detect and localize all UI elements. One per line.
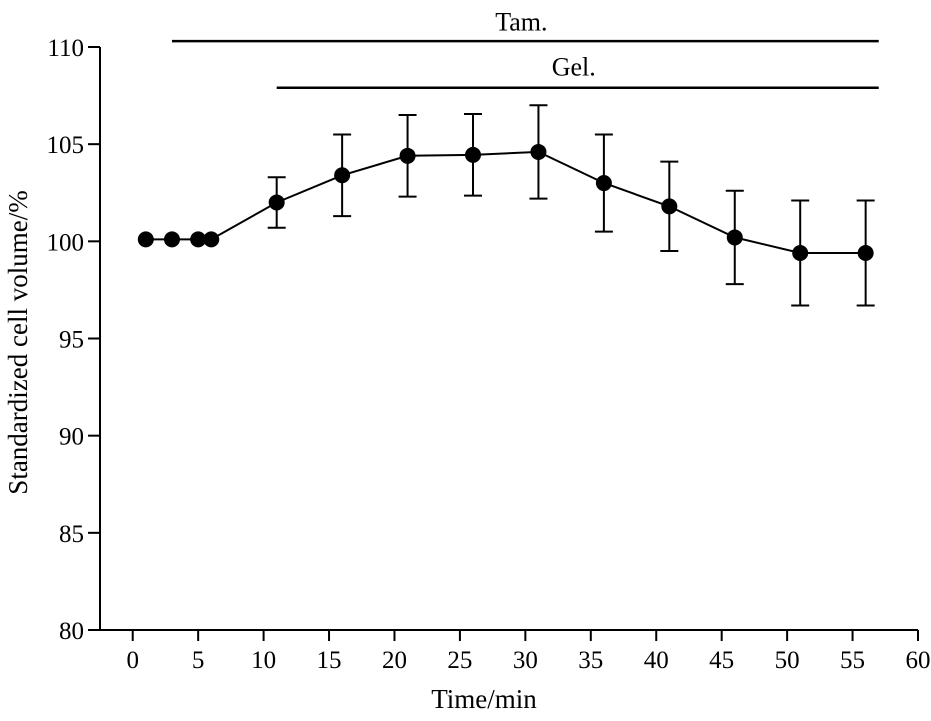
y-tick-label: 80 xyxy=(59,618,84,645)
axes: 80 85 90 95 100 105 110 0 5 10 15 20 25 30 35 40 45 50 55 6… xyxy=(47,35,931,674)
data-point xyxy=(857,244,874,261)
data-point xyxy=(530,143,547,160)
data-point xyxy=(268,194,285,211)
series-line xyxy=(145,150,866,254)
x-tick-label: 5 xyxy=(192,647,205,674)
x-tick-label: 50 xyxy=(775,647,800,674)
treatment-bar-label: Gel. xyxy=(552,52,596,81)
data-point xyxy=(726,229,743,246)
x-tick-label: 0 xyxy=(126,647,139,674)
data-point xyxy=(334,167,351,184)
data-point xyxy=(595,175,612,192)
data-series xyxy=(137,104,875,307)
y-tick-label: 85 xyxy=(59,521,84,548)
y-tick-label: 95 xyxy=(59,327,84,354)
y-tick-label: 105 xyxy=(47,132,85,159)
data-point xyxy=(203,231,220,248)
data-point xyxy=(465,146,482,163)
data-point xyxy=(190,231,207,248)
data-point xyxy=(399,147,416,164)
y-tick-label: 100 xyxy=(47,229,85,256)
y-tick-label: 110 xyxy=(47,35,84,62)
data-point xyxy=(163,231,180,248)
x-tick-label: 30 xyxy=(513,647,538,674)
treatment-bars: Tam.Gel. xyxy=(171,8,879,90)
x-tick-label: 25 xyxy=(447,647,472,674)
x-axis-title: Time/min xyxy=(431,684,537,714)
x-tick-label: 55 xyxy=(840,647,865,674)
x-tick-label: 10 xyxy=(251,647,276,674)
x-tick-label: 15 xyxy=(317,647,342,674)
x-tick-label: 40 xyxy=(644,647,669,674)
data-point xyxy=(137,231,154,248)
data-point xyxy=(661,198,678,215)
x-tick-label: 60 xyxy=(906,647,931,674)
data-point xyxy=(792,244,809,261)
x-tick-label: 35 xyxy=(578,647,603,674)
treatment-bar-label: Tam. xyxy=(495,8,547,37)
x-tick-label: 20 xyxy=(382,647,407,674)
y-tick-label: 90 xyxy=(59,424,84,451)
y-axis-title: Standardized cell volume/% xyxy=(3,190,33,494)
x-tick-label: 45 xyxy=(709,647,734,674)
